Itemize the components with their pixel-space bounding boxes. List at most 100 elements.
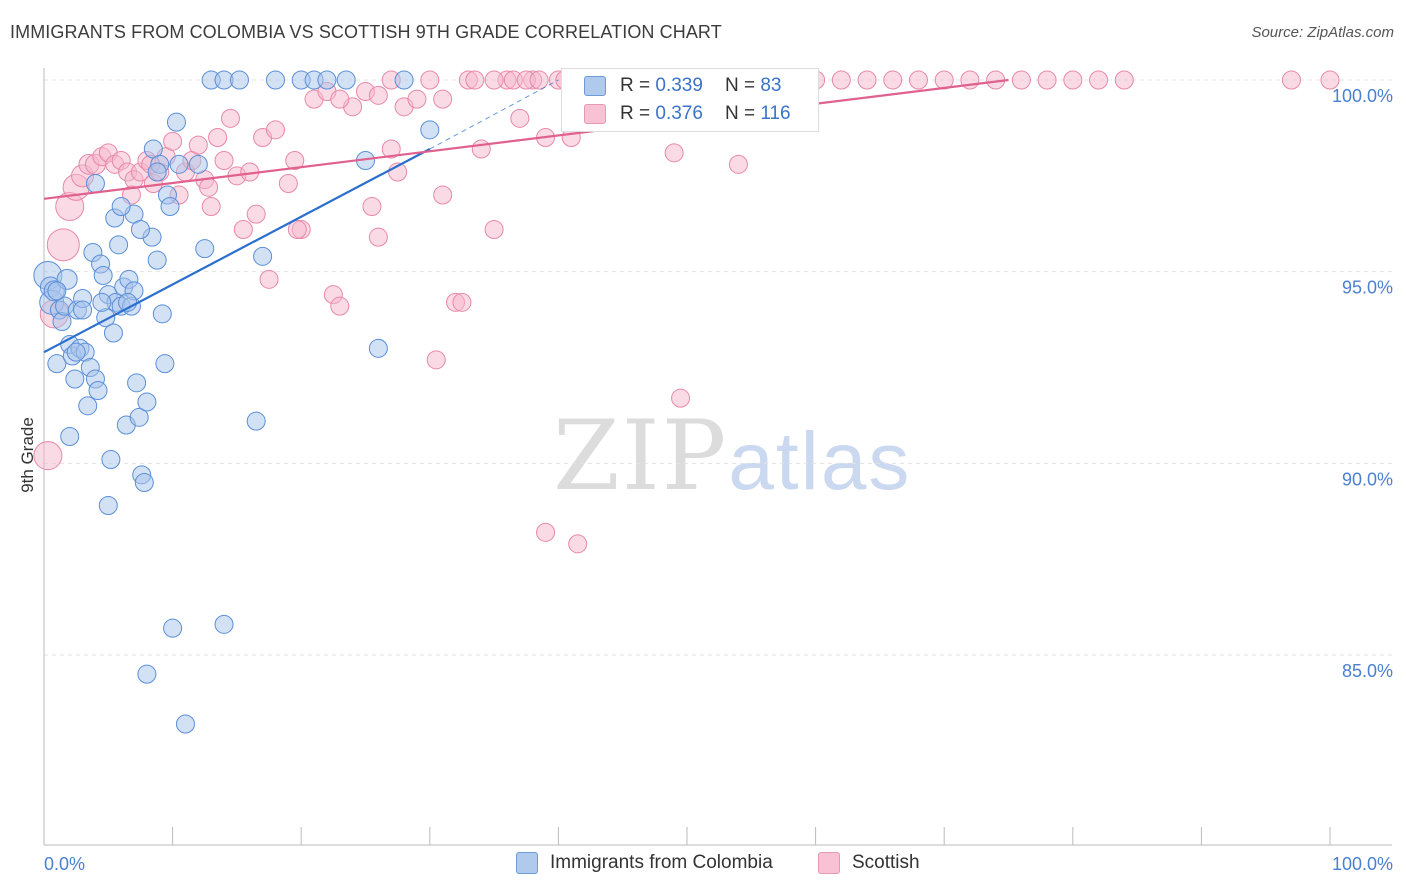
watermark-zip: ZIP [553,400,729,512]
colombia-point [152,304,172,324]
legend-n-label: N = [724,103,756,124]
scottish-point [287,220,307,239]
legend-swatch-colombia-bottom [516,852,538,874]
scottish-point [201,197,221,216]
colombia-point [368,338,388,358]
colombia-point [60,427,80,446]
colombia-point [92,292,112,312]
legend-r-colombia: 0.339 [655,75,703,96]
scottish-point [1281,70,1301,90]
colombia-point [147,162,167,182]
axes [43,68,1392,846]
legend-r-label: R = [620,103,651,124]
scottish-point [46,228,80,262]
y-tick-label: 100.0% [1332,86,1393,106]
scottish-point [857,70,877,90]
legend-label-scottish: Scottish [852,852,920,873]
watermark: ZIPatlas [553,400,911,512]
scottish-point [671,388,691,408]
scottish-point [233,220,253,239]
scottish-point [568,534,588,554]
scottish-point [407,89,427,109]
colombia-point [109,235,129,255]
legend-item-scottish: Scottish [818,852,920,874]
colombia-point [101,450,121,469]
scottish-point [484,70,504,90]
colombia-point [160,197,180,216]
scottish-point [510,108,530,128]
scottish-point [536,522,556,542]
colombia-trend-extension [429,79,559,150]
scottish-point [362,197,382,216]
scottish-point [433,185,453,205]
scottish-point [208,128,228,147]
colombia-point [229,70,249,90]
colombia-point [66,342,86,362]
colombia-point [111,197,131,216]
colombia-point [253,246,273,266]
scottish-point [246,204,266,224]
chart-title: IMMIGRANTS FROM COLOMBIA VS SCOTTISH 9TH… [10,22,722,42]
colombia-point [188,154,208,174]
colombia-trend-line [43,148,431,354]
x-tick-label-end: 100.0% [1332,854,1393,874]
scottish-point [529,70,549,90]
colombia-point [78,396,98,416]
colombia-point [420,120,440,140]
colombia-points [33,70,440,734]
axis-labels: 85.0% 90.0% 95.0% 100.0% 0.0% 100.0% 9th Grade [18,86,1393,874]
colombia-point [47,354,67,374]
colombia-point [163,618,183,638]
legend-n-colombia: 83 [760,75,782,96]
colombia-point [336,70,356,90]
scottish-point [728,154,748,174]
scottish-point [1320,70,1340,90]
scottish-point [330,89,350,109]
scottish-point [199,177,219,197]
colombia-point [73,300,93,320]
colombia-point [47,281,67,301]
scottish-point [368,85,388,105]
scottish-point [452,292,472,312]
legend-n-label: N = [724,75,756,96]
scottish-point [1011,70,1031,90]
colombia-point [166,112,186,132]
colombia-point [93,266,113,285]
legend-n-scottish: 116 [760,103,791,124]
colombia-point [134,473,154,492]
legend-swatch-scottish [584,104,606,124]
legend-label-colombia: Immigrants from Colombia [550,852,773,873]
colombia-point [394,70,414,90]
scottish-point [433,89,453,109]
scottish-point [1063,70,1083,90]
scottish-points [33,70,1340,554]
scottish-point [278,174,298,193]
legend-r-label: R = [620,75,651,96]
scottish-point [265,120,285,140]
scottish-point [188,135,208,155]
colombia-point [137,664,157,684]
colombia-point [127,373,147,393]
scottish-point [1089,70,1109,90]
scottish-point [368,227,388,247]
colombia-point [129,407,149,427]
colombia-point [137,392,157,412]
legend-swatch-colombia [584,76,606,96]
scottish-point [330,296,350,316]
scottish-point [220,108,240,128]
colombia-point [246,411,266,431]
scottish-point [381,139,401,159]
legend-r-scottish: 0.376 [655,103,703,124]
y-tick-label: 95.0% [1342,278,1393,298]
colombia-point [65,369,85,389]
scottish-point [214,151,234,170]
colombia-point [103,323,123,343]
colombia-point [195,239,215,259]
scottish-point [1037,70,1057,90]
legend-item-colombia: Immigrants from Colombia [516,852,773,874]
colombia-point [98,496,118,515]
scottish-trend-line [43,78,1009,200]
legend-row-colombia: R = 0.339 N = 83 [584,72,781,100]
scottish-point [33,441,63,471]
